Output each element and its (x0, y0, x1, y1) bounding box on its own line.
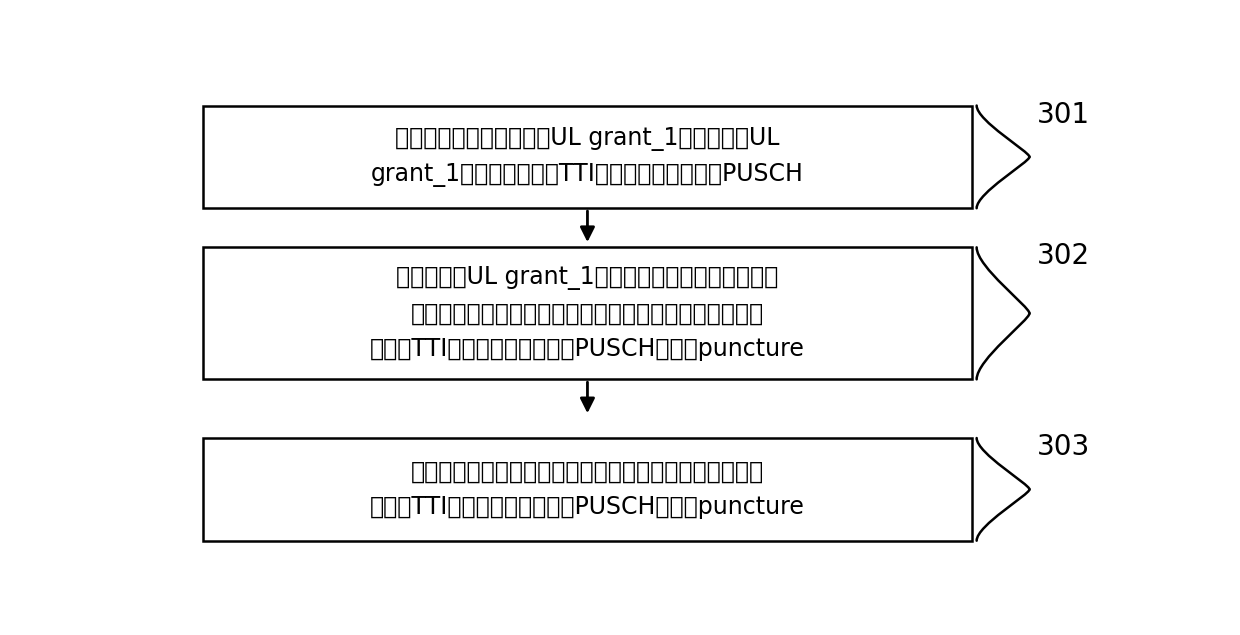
Text: 302: 302 (1037, 243, 1090, 271)
Text: 301: 301 (1037, 101, 1090, 129)
FancyBboxPatch shape (203, 438, 972, 541)
Text: 当检测到所述上行通知信令后，根据该上行通知信令在使
用第一TTI长度进行上行传输的PUSCH上执行puncture: 当检测到所述上行通知信令后，根据该上行通知信令在使 用第一TTI长度进行上行传输… (370, 460, 805, 519)
FancyBboxPatch shape (203, 248, 972, 379)
Text: 接收基站侧向终端发送的UL grant_1，确定所述UL
grant_1调度的使用第一TTI长度进行上行传输的PUSCH: 接收基站侧向终端发送的UL grant_1，确定所述UL grant_1调度的使… (371, 126, 804, 187)
Text: 在接收所述UL grant_1后，检测上行通知信令，所述
上行通知信令用以指示终端根据该上行通知信令在所述使
用第一TTI长度进行上行传输的PUSCH上执行pu: 在接收所述UL grant_1后，检测上行通知信令，所述 上行通知信令用以指示终… (370, 266, 805, 361)
Text: 303: 303 (1037, 433, 1090, 461)
FancyBboxPatch shape (203, 105, 972, 208)
